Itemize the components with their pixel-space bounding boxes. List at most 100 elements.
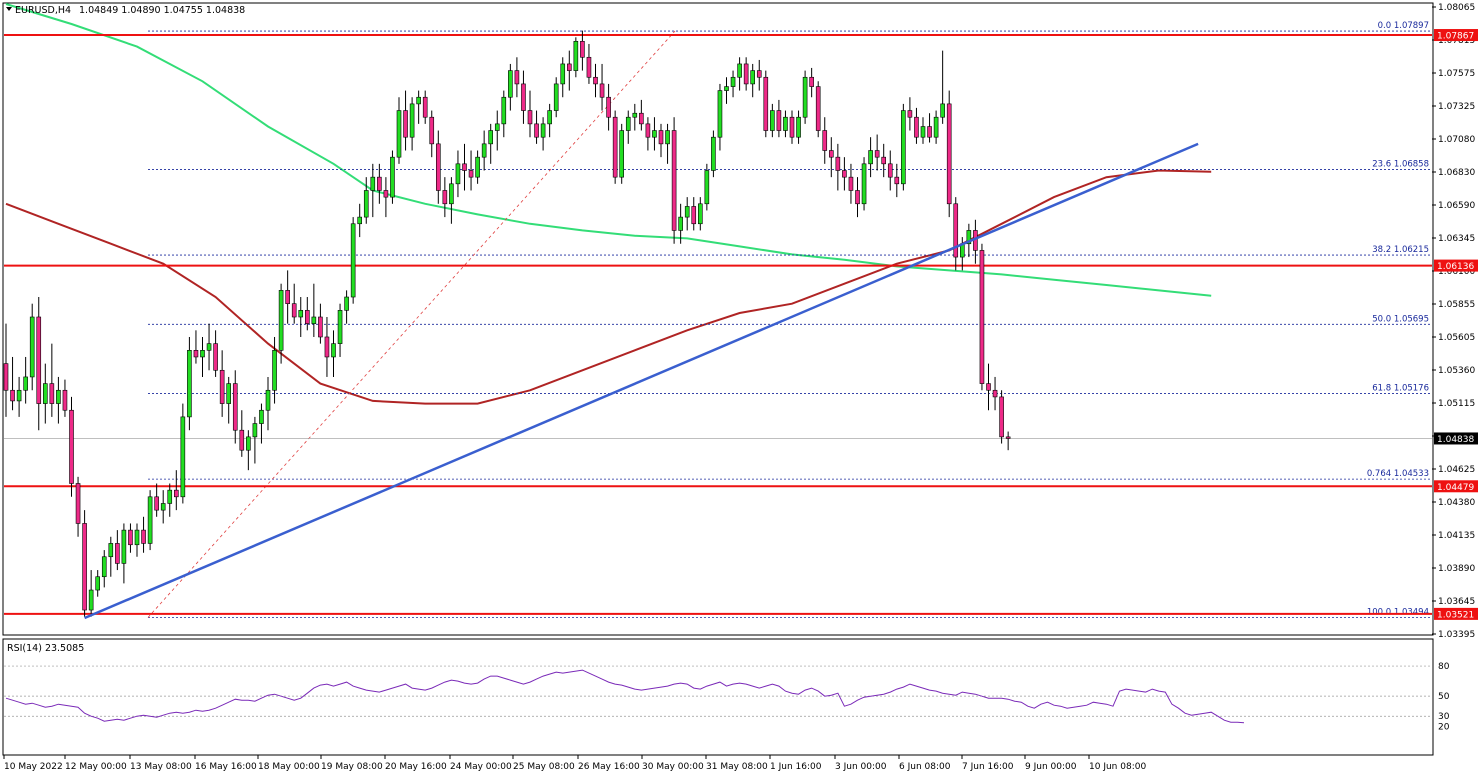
collapse-triangle-icon[interactable] [6,7,12,11]
candle [855,177,860,218]
time-tick-label: 26 May 16:00 [578,762,640,772]
candle-body [920,126,926,138]
level-price-tag [1434,259,1478,272]
trendline[interactable] [84,142,1199,620]
candle-body [789,116,795,138]
candle-body [350,223,356,298]
candle [481,130,487,171]
candle [612,110,618,184]
candle [390,150,395,204]
candle [946,90,952,218]
candle-body [802,76,808,118]
candle [278,283,284,364]
candle-body [678,216,683,231]
candle [337,303,343,357]
moving-averages [5,3,1212,405]
candle-body [639,112,644,125]
candle-body [265,389,271,411]
time-tick-label: 30 May 00:00 [642,762,704,772]
candle-body [573,40,579,71]
candle [468,150,474,191]
candle-body [141,529,146,544]
candle-body [828,150,834,158]
candle-body [665,130,670,145]
candle [514,57,520,98]
price-tick-label: 1.05605 [1438,333,1475,343]
candle [383,177,389,218]
candle [763,70,769,138]
candle-body [940,103,945,118]
fibonacci-retracement[interactable]: 0.0 1.07897 23.6 1.06858 38.2 1.06215 50.0 … [147,21,1432,618]
candle [652,117,657,151]
candle-body [508,70,513,98]
symbol-label: EURUSD,H4 [15,5,71,16]
candle [88,570,94,617]
candle [350,217,356,304]
candle-body [750,70,756,85]
candle-body [10,389,15,402]
candle [730,70,736,98]
price-tick-label: 1.05115 [1438,399,1475,409]
candle-body [835,156,841,171]
candle [887,150,893,191]
candle [318,303,323,344]
candle-body [514,70,520,85]
candle-body [422,96,428,118]
candle [75,476,81,537]
price-tick-label: 1.06100 [1438,267,1475,277]
ascending-trendline[interactable] [84,142,1199,620]
candle-body [435,143,441,191]
time-tick-label: 24 May 00:00 [450,762,512,772]
candle-body [874,150,880,158]
candle [704,163,710,211]
candle-body [946,103,952,205]
candle [16,376,22,417]
candle-body [291,303,297,318]
candle [750,63,756,98]
level-price-tag [1434,607,1478,620]
rsi-label: RSI(14) 23.5085 [7,643,84,654]
fib-level-label: 38.2 1.06215 [1372,245,1429,255]
candle-body [540,123,546,138]
candle-body [200,350,205,358]
candle [101,550,107,588]
rsi-tick-label: 20 [1438,722,1450,732]
candle [252,416,258,464]
candle-body [174,489,179,498]
candle-body [901,110,906,185]
candle-body [887,163,893,178]
candle-body [553,83,559,111]
current-price-tag [1434,432,1478,445]
candle-body [62,389,68,411]
candle [540,117,546,151]
candle [796,110,801,144]
candle-body [324,336,330,358]
candle-body [403,110,408,138]
candle [36,297,42,431]
candle [691,197,697,231]
candle [291,283,297,324]
candle [783,110,788,138]
candle [606,83,611,131]
candle-body [907,110,913,118]
level-price-tag [1434,480,1478,493]
candle-body [370,176,376,191]
candle-body [481,143,487,158]
horizontal-levels[interactable] [4,34,1432,615]
candle-body [272,350,277,391]
candle [29,303,35,391]
candle-body [717,90,723,138]
candle [344,290,349,324]
candle-body [684,206,690,218]
candle-body [121,529,127,564]
candle [259,403,264,444]
candle [331,330,336,377]
candle-body [743,63,749,85]
level-price-tag-text: 1.06136 [1437,262,1474,272]
candle [802,70,808,124]
candle-body [429,116,435,145]
candle [232,370,238,444]
candle-body [115,543,120,564]
